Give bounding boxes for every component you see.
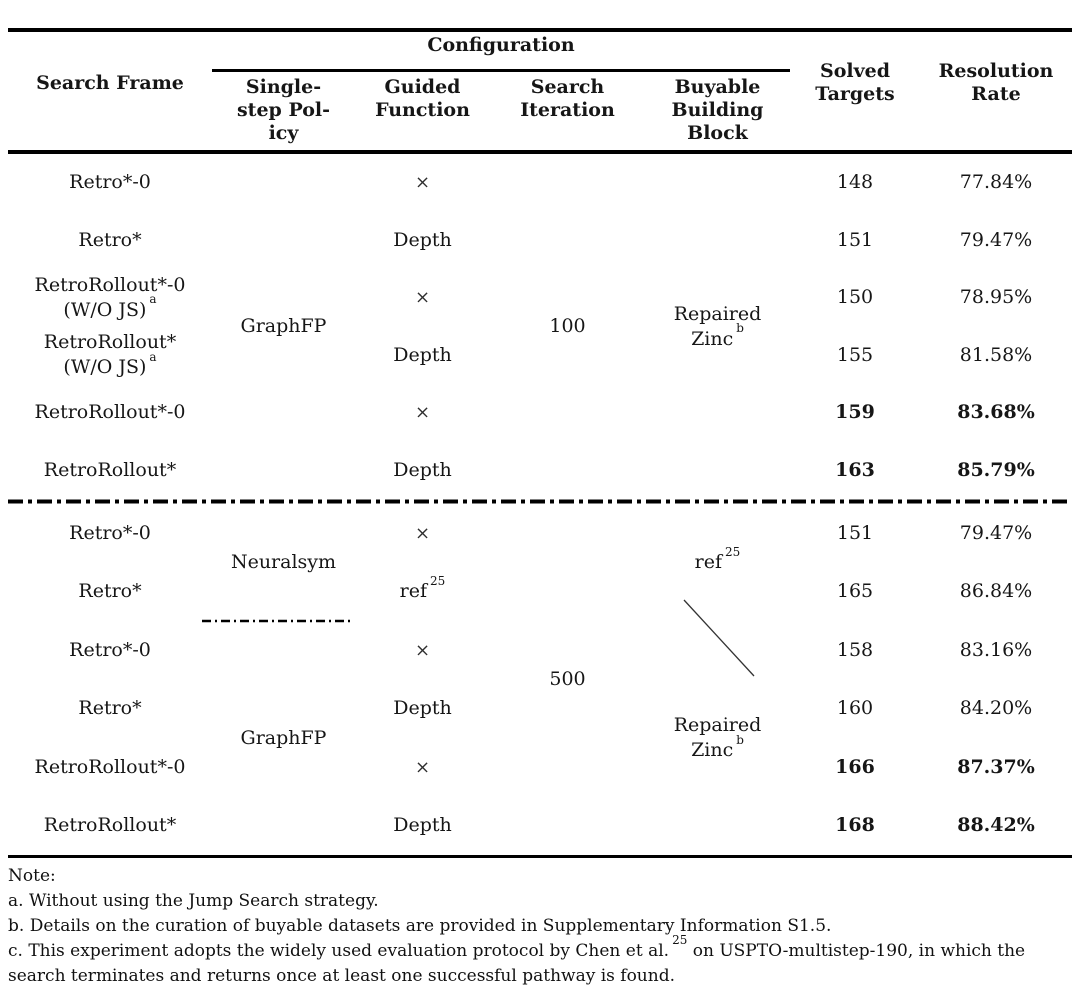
col-header-search-frame: Search Frame <box>36 71 184 94</box>
guided-function-cell: × <box>414 402 431 424</box>
note-a: a. Without using the Jump Search strateg… <box>8 891 379 911</box>
table-section-bottom: Retro*-0 Retro* Retro*-0 Retro* RetroRol… <box>8 504 1072 855</box>
guided-function-cell: × <box>414 639 431 661</box>
solved-targets-cell: 168 <box>835 814 875 837</box>
col-header-single-step-policy: Single- step Pol- icy <box>236 76 330 144</box>
resolution-rate-cell: 77.84% <box>959 171 1033 194</box>
col-header-solved-targets: Solved Targets <box>815 60 895 105</box>
buyable-building-block-span-cell: Repaired Zinc b <box>673 714 762 761</box>
guided-function-cell: × <box>414 522 431 544</box>
search-frame-cell: Retro* <box>78 228 142 251</box>
resolution-rate-cell: 83.16% <box>959 638 1033 661</box>
buyable-building-block-span-cell: ref 25 <box>694 544 741 573</box>
solved-targets-cell: 150 <box>836 286 874 309</box>
col-header-resolution-rate: Resolution Rate <box>938 60 1054 105</box>
solved-targets-cell: 159 <box>835 401 875 424</box>
guided-function-cell: Depth <box>393 697 452 720</box>
search-frame-cell: RetroRollout* <box>43 458 177 481</box>
col-header-search-iteration: Search Iteration <box>520 76 615 121</box>
table-top-rule <box>8 28 1072 32</box>
note-c: c. This experiment adopts the widely use… <box>8 933 1026 986</box>
solved-targets-cell: 166 <box>835 755 875 778</box>
single-step-policy-span-cell: Neuralsym <box>230 551 337 573</box>
search-iteration-span-cell: 500 <box>549 668 586 690</box>
col-header-guided-function: Guided Function <box>375 76 470 121</box>
search-frame-cell: Retro* <box>78 697 142 720</box>
note-b: b. Details on the curation of buyable da… <box>8 916 832 936</box>
search-frame-cell: RetroRollout*-0 <box>34 401 186 424</box>
search-frame-cell: RetroRollout*-0 <box>34 755 186 778</box>
search-frame-cell: Retro*-0 <box>69 521 151 544</box>
table-header: Search Frame Configuration Single- step … <box>8 32 1072 150</box>
solved-targets-cell: 151 <box>836 521 874 544</box>
search-frame-cell: Retro*-0 <box>69 638 151 661</box>
solved-targets-cell: 160 <box>836 697 874 720</box>
search-frame-cell: RetroRollout*-0 (W/O JS) a <box>34 273 186 321</box>
table-section-top: Retro*-0 Retro* RetroRollout*-0 (W/O JS)… <box>8 154 1072 499</box>
search-frame-cell: RetroRollout* <box>43 814 177 837</box>
guided-function-cell: Depth <box>393 228 452 251</box>
solved-targets-cell: 155 <box>836 343 874 366</box>
search-iteration-span-cell: 100 <box>549 315 586 337</box>
search-frame-cell: Retro*-0 <box>69 171 151 194</box>
solved-targets-cell: 151 <box>836 228 874 251</box>
guided-function-cell: Depth <box>393 458 452 481</box>
resolution-rate-cell: 84.20% <box>959 697 1033 720</box>
search-frame-cell: Retro* <box>78 580 142 603</box>
guided-function-cell: ref 25 <box>399 573 446 603</box>
header-bottom-rule <box>8 150 1072 154</box>
table-bottom-rule <box>8 855 1072 858</box>
col-group-configuration: Configuration <box>212 32 790 72</box>
resolution-rate-cell: 88.42% <box>957 814 1035 837</box>
resolution-rate-cell: 83.68% <box>957 401 1035 424</box>
dash-dot-divider <box>8 499 1072 504</box>
resolution-rate-cell: 87.37% <box>957 755 1035 778</box>
col-header-buyable-building-block: Buyable Building Block <box>671 76 764 144</box>
solved-targets-cell: 165 <box>836 580 874 603</box>
buyable-building-block-span-cell: Repaired Zinc b <box>673 302 762 350</box>
single-step-policy-span-cell: GraphFP <box>240 726 327 749</box>
guided-function-cell: Depth <box>393 343 452 366</box>
search-frame-cell: RetroRollout* (W/O JS) a <box>43 331 177 379</box>
table-notes: Note: a. Without using the Jump Search s… <box>8 864 1072 989</box>
resolution-rate-cell: 86.84% <box>959 580 1033 603</box>
note-title: Note: <box>8 866 56 886</box>
resolution-rate-cell: 79.47% <box>959 521 1033 544</box>
guided-function-cell: Depth <box>393 814 452 837</box>
table-section-bottom-wrap: Retro*-0 Retro* Retro*-0 Retro* RetroRol… <box>0 504 1080 855</box>
guided-function-cell: × <box>414 172 431 194</box>
resolution-rate-cell: 79.47% <box>959 228 1033 251</box>
single-step-policy-span-cell: GraphFP <box>240 315 327 337</box>
guided-function-cell: × <box>414 756 431 778</box>
solved-targets-cell: 163 <box>835 458 875 481</box>
resolution-rate-cell: 81.58% <box>959 343 1033 366</box>
guided-function-cell: × <box>414 287 431 309</box>
solved-targets-cell: 158 <box>836 638 874 661</box>
solved-targets-cell: 148 <box>836 171 874 194</box>
resolution-rate-cell: 78.95% <box>959 286 1033 309</box>
resolution-rate-cell: 85.79% <box>957 458 1035 481</box>
